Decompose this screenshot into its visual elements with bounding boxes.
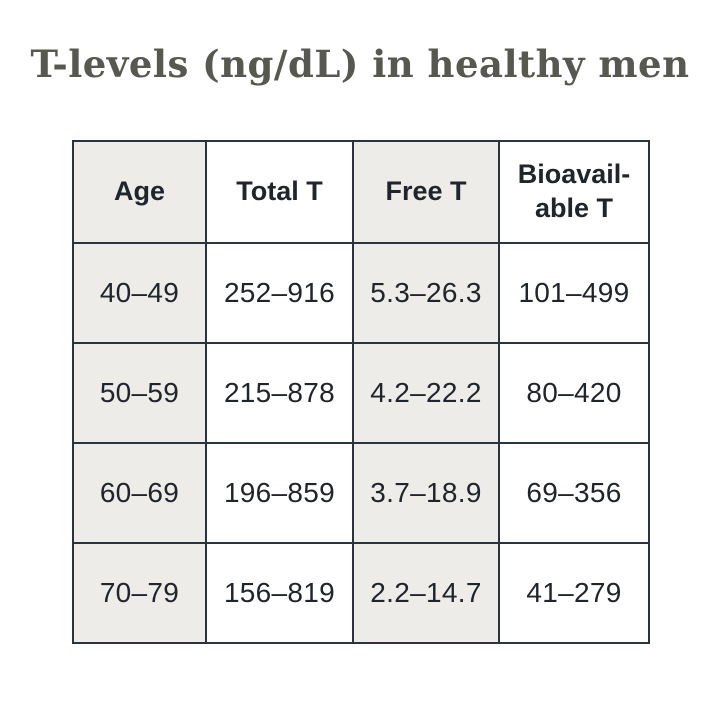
cell-free-t: 5.3–26.3 (352, 242, 500, 344)
table-row: 40–49 252–916 5.3–26.3 101–499 (72, 242, 650, 344)
cell-total-t: 196–859 (205, 442, 354, 544)
table-row: 60–69 196–859 3.7–18.9 69–356 (72, 442, 650, 544)
header-cell-age: Age (72, 140, 207, 244)
table-row: 70–79 156–819 2.2–14.7 41–279 (72, 542, 650, 644)
cell-total-t: 215–878 (205, 342, 354, 444)
table-row: 50–59 215–878 4.2–22.2 80–420 (72, 342, 650, 444)
cell-bioavailable-t: 80–420 (498, 342, 650, 444)
cell-bioavailable-t: 69–356 (498, 442, 650, 544)
header-cell-bioavailable-t: Bioavail- able T (498, 140, 650, 244)
cell-bioavailable-t: 101–499 (498, 242, 650, 344)
cell-free-t: 3.7–18.9 (352, 442, 500, 544)
cell-free-t: 4.2–22.2 (352, 342, 500, 444)
cell-bioavailable-t: 41–279 (498, 542, 650, 644)
cell-free-t: 2.2–14.7 (352, 542, 500, 644)
header-cell-free-t: Free T (352, 140, 500, 244)
header-cell-total-t: Total T (205, 140, 354, 244)
cell-age: 60–69 (72, 442, 207, 544)
cell-age: 40–49 (72, 242, 207, 344)
page-title: T-levels (ng/dL) in healthy men (30, 42, 690, 86)
cell-age: 70–79 (72, 542, 207, 644)
cell-total-t: 156–819 (205, 542, 354, 644)
table-header-row: Age Total T Free T Bioavail- able T (72, 140, 650, 244)
cell-total-t: 252–916 (205, 242, 354, 344)
cell-age: 50–59 (72, 342, 207, 444)
t-levels-table: Age Total T Free T Bioavail- able T 40–4… (72, 140, 650, 644)
